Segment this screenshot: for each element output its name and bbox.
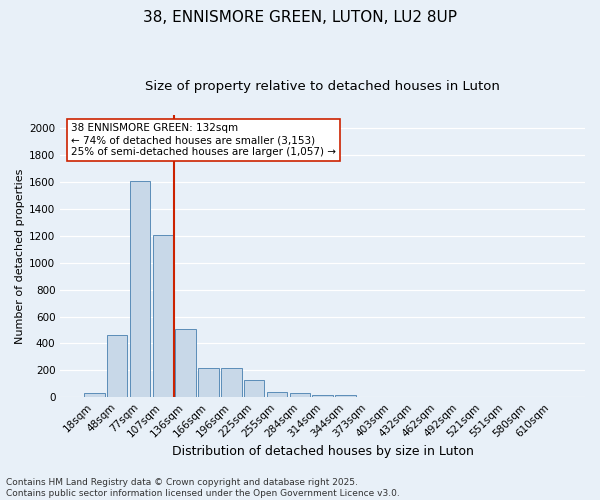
Bar <box>107 334 127 397</box>
X-axis label: Distribution of detached houses by size in Luton: Distribution of detached houses by size … <box>172 444 473 458</box>
Text: 38 ENNISMORE GREEN: 132sqm
← 74% of detached houses are smaller (3,153)
25% of s: 38 ENNISMORE GREEN: 132sqm ← 74% of deta… <box>71 124 336 156</box>
Bar <box>335 394 356 397</box>
Bar <box>130 181 151 397</box>
Bar <box>152 234 173 397</box>
Bar <box>290 393 310 397</box>
Bar <box>175 328 196 397</box>
Bar <box>84 393 104 397</box>
Text: 38, ENNISMORE GREEN, LUTON, LU2 8UP: 38, ENNISMORE GREEN, LUTON, LU2 8UP <box>143 10 457 25</box>
Title: Size of property relative to detached houses in Luton: Size of property relative to detached ho… <box>145 80 500 93</box>
Bar <box>244 380 265 397</box>
Bar <box>267 392 287 397</box>
Y-axis label: Number of detached properties: Number of detached properties <box>15 168 25 344</box>
Bar <box>198 368 219 397</box>
Bar <box>221 368 242 397</box>
Text: Contains HM Land Registry data © Crown copyright and database right 2025.
Contai: Contains HM Land Registry data © Crown c… <box>6 478 400 498</box>
Bar <box>313 394 333 397</box>
